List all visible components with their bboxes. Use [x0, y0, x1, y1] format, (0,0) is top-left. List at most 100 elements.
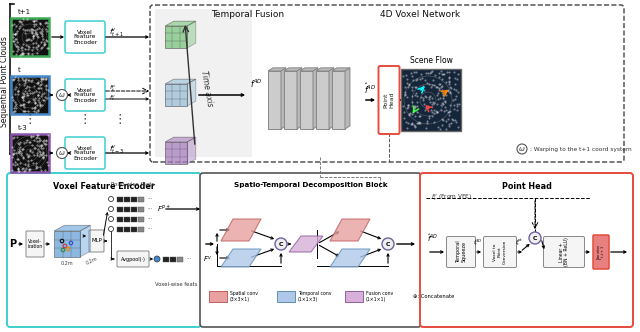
Polygon shape	[165, 137, 196, 142]
Point	[19, 95, 29, 101]
Text: MLP: MLP	[91, 238, 102, 243]
Point	[39, 137, 49, 143]
Point	[429, 107, 439, 112]
Point	[10, 31, 20, 37]
Point	[32, 152, 42, 157]
Bar	[131, 226, 137, 231]
Point	[444, 75, 454, 80]
Point	[26, 37, 36, 42]
Point	[11, 106, 21, 111]
Point	[445, 89, 456, 95]
Point	[20, 109, 30, 114]
Bar	[124, 226, 130, 231]
Point	[24, 77, 35, 82]
Point	[17, 21, 27, 26]
Point	[26, 133, 36, 139]
Point	[15, 150, 26, 155]
Point	[40, 76, 51, 81]
Point	[20, 89, 30, 94]
Point	[34, 95, 44, 101]
Point	[39, 42, 49, 47]
Point	[434, 75, 444, 80]
Point	[413, 120, 423, 125]
Point	[36, 85, 46, 90]
Point	[20, 46, 30, 51]
Bar	[300, 71, 313, 129]
Text: Encoder: Encoder	[73, 155, 97, 160]
Polygon shape	[313, 68, 318, 129]
Text: $f_{t+1}^{v}$: $f_{t+1}^{v}$	[109, 27, 124, 39]
Point	[424, 95, 434, 100]
Point	[426, 69, 436, 74]
Point	[411, 84, 421, 90]
Point	[19, 41, 29, 46]
Point	[427, 68, 437, 74]
Point	[34, 89, 44, 94]
Point	[27, 90, 37, 96]
Polygon shape	[165, 21, 196, 26]
FancyBboxPatch shape	[420, 173, 633, 327]
Point	[14, 148, 24, 153]
Point	[404, 112, 414, 118]
Bar	[131, 207, 137, 211]
Point	[35, 83, 45, 88]
Point	[27, 77, 37, 83]
Point	[422, 118, 433, 124]
Point	[23, 108, 33, 113]
Point	[31, 44, 41, 50]
Point	[448, 98, 458, 103]
Point	[10, 41, 20, 46]
Point	[17, 95, 28, 100]
Point	[403, 120, 413, 125]
Point	[32, 138, 42, 143]
Text: $f_{t}^{v}$: $f_{t}^{v}$	[109, 93, 116, 103]
Point	[36, 45, 47, 50]
Point	[20, 162, 30, 167]
Point	[402, 80, 412, 85]
Point	[410, 124, 420, 129]
Point	[13, 146, 24, 151]
Point	[33, 93, 44, 98]
Text: $f_t^{pt}$: $f_t^{pt}$	[515, 237, 524, 248]
Point	[31, 110, 41, 115]
Point	[442, 70, 452, 75]
Point	[435, 126, 445, 132]
Point	[20, 80, 30, 85]
Point	[15, 145, 25, 150]
Point	[437, 84, 447, 89]
Point	[8, 77, 18, 82]
Point	[35, 164, 45, 170]
Point	[444, 79, 454, 85]
Point	[18, 93, 28, 98]
Point	[451, 120, 461, 125]
Point	[406, 104, 417, 109]
Point	[36, 76, 47, 81]
Bar	[138, 207, 144, 211]
Point	[35, 104, 45, 109]
Point	[36, 144, 46, 149]
Polygon shape	[297, 68, 302, 129]
Point	[13, 167, 23, 172]
Point	[12, 134, 22, 140]
Text: Encoder: Encoder	[73, 40, 97, 44]
Point	[35, 30, 45, 36]
Point	[450, 118, 460, 123]
Point	[31, 22, 41, 27]
Text: t-3: t-3	[18, 125, 28, 131]
Point	[440, 99, 450, 104]
Point	[42, 95, 52, 101]
Point	[429, 100, 439, 106]
Point	[415, 113, 425, 118]
Bar	[155, 9, 252, 157]
Point	[38, 77, 48, 82]
Point	[31, 165, 41, 171]
Point	[13, 25, 24, 30]
Point	[19, 78, 29, 83]
Point	[33, 98, 43, 103]
Polygon shape	[281, 68, 286, 129]
Point	[425, 93, 435, 99]
Point	[26, 134, 36, 140]
Point	[415, 71, 426, 76]
Point	[445, 121, 456, 126]
Text: ⋮: ⋮	[24, 113, 36, 125]
